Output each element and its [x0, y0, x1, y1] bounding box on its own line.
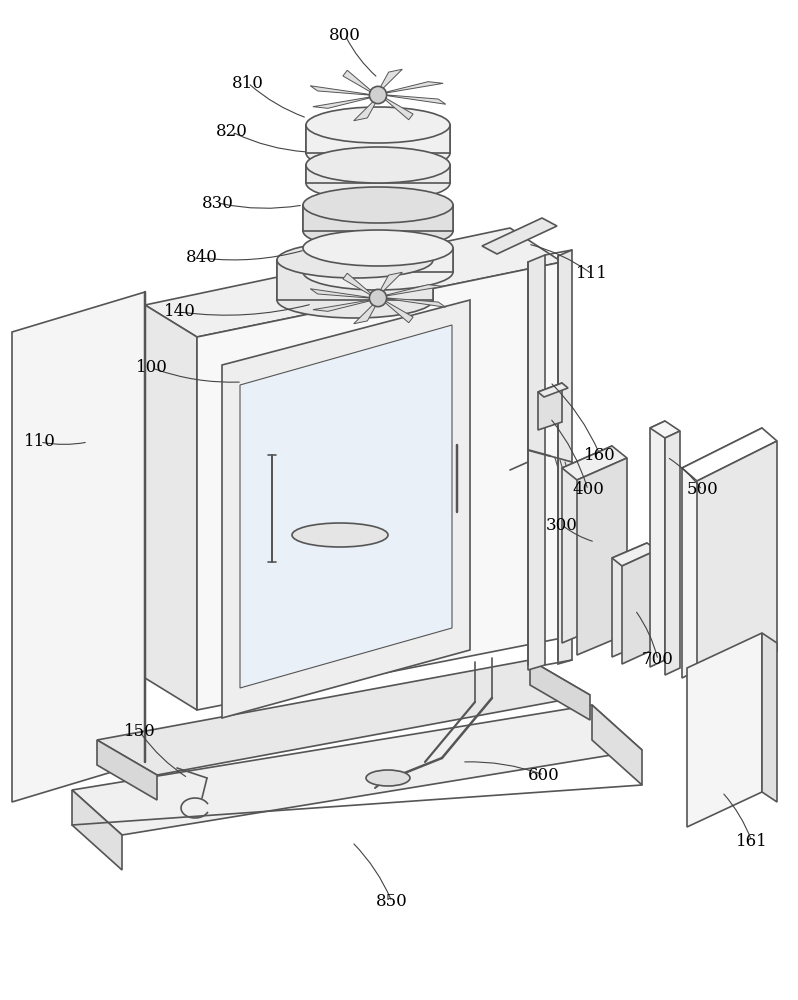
- Polygon shape: [310, 86, 369, 95]
- Text: 161: 161: [736, 834, 768, 850]
- Text: 600: 600: [528, 766, 560, 784]
- Polygon shape: [97, 740, 157, 800]
- Text: 700: 700: [642, 652, 674, 668]
- Ellipse shape: [306, 165, 450, 201]
- Polygon shape: [240, 325, 452, 688]
- Polygon shape: [378, 69, 402, 91]
- Polygon shape: [558, 250, 572, 664]
- Circle shape: [369, 289, 387, 307]
- Polygon shape: [303, 248, 453, 272]
- Polygon shape: [682, 428, 762, 678]
- Text: 160: 160: [584, 446, 616, 464]
- Polygon shape: [277, 260, 433, 300]
- Text: 820: 820: [216, 123, 248, 140]
- Text: 840: 840: [186, 249, 218, 266]
- Ellipse shape: [366, 770, 410, 786]
- Circle shape: [369, 86, 387, 104]
- Polygon shape: [197, 262, 562, 710]
- Text: 111: 111: [576, 265, 608, 282]
- Text: 140: 140: [164, 304, 196, 320]
- Ellipse shape: [306, 147, 450, 183]
- Ellipse shape: [303, 230, 453, 266]
- Polygon shape: [562, 446, 627, 480]
- Polygon shape: [762, 633, 777, 802]
- Polygon shape: [538, 383, 568, 397]
- Polygon shape: [612, 543, 647, 657]
- Text: 110: 110: [24, 434, 56, 450]
- Polygon shape: [384, 301, 413, 323]
- Polygon shape: [97, 660, 590, 775]
- Polygon shape: [592, 705, 642, 785]
- Polygon shape: [682, 428, 777, 481]
- Polygon shape: [538, 383, 562, 430]
- Ellipse shape: [306, 135, 450, 171]
- Polygon shape: [310, 289, 369, 298]
- Text: 300: 300: [546, 516, 578, 534]
- Polygon shape: [384, 98, 413, 120]
- Polygon shape: [577, 458, 627, 655]
- Polygon shape: [528, 255, 545, 670]
- Polygon shape: [313, 300, 371, 311]
- Polygon shape: [387, 298, 446, 307]
- Polygon shape: [145, 305, 197, 710]
- Ellipse shape: [303, 187, 453, 223]
- Polygon shape: [145, 228, 562, 337]
- Ellipse shape: [292, 523, 388, 547]
- Text: 800: 800: [329, 26, 361, 43]
- Polygon shape: [343, 70, 372, 92]
- Polygon shape: [665, 431, 680, 675]
- Polygon shape: [303, 205, 453, 231]
- Polygon shape: [612, 543, 657, 566]
- Polygon shape: [482, 218, 557, 254]
- Polygon shape: [306, 165, 450, 183]
- Polygon shape: [306, 125, 450, 153]
- Polygon shape: [622, 550, 657, 664]
- Polygon shape: [562, 446, 612, 643]
- Polygon shape: [343, 273, 372, 295]
- Text: 400: 400: [572, 482, 604, 498]
- Ellipse shape: [303, 213, 453, 249]
- Polygon shape: [72, 705, 642, 835]
- Polygon shape: [387, 95, 446, 104]
- Polygon shape: [72, 790, 122, 870]
- Polygon shape: [354, 302, 378, 324]
- Text: 500: 500: [686, 482, 718, 498]
- Text: 150: 150: [124, 724, 156, 740]
- Polygon shape: [385, 82, 443, 93]
- Text: 810: 810: [232, 75, 264, 92]
- Polygon shape: [687, 633, 762, 827]
- Text: 100: 100: [136, 360, 168, 376]
- Polygon shape: [650, 421, 680, 438]
- Ellipse shape: [277, 282, 433, 318]
- Polygon shape: [530, 660, 590, 720]
- Text: 850: 850: [376, 894, 408, 910]
- Ellipse shape: [303, 254, 453, 290]
- Polygon shape: [697, 441, 777, 691]
- Polygon shape: [313, 97, 371, 108]
- Polygon shape: [385, 285, 443, 296]
- Text: 830: 830: [202, 194, 234, 212]
- Ellipse shape: [277, 242, 433, 278]
- Polygon shape: [354, 99, 378, 121]
- Ellipse shape: [306, 107, 450, 143]
- Polygon shape: [222, 300, 470, 718]
- Polygon shape: [378, 272, 402, 294]
- Polygon shape: [650, 421, 665, 667]
- Polygon shape: [12, 292, 145, 802]
